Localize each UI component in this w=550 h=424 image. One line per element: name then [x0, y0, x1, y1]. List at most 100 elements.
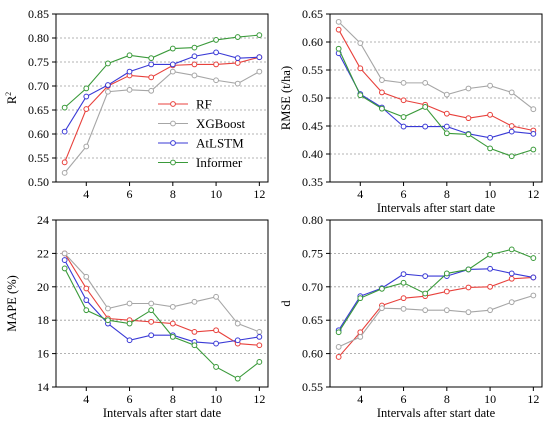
x-tick-label: 8 [444, 187, 450, 201]
x-axis-label: Intervals after start date [103, 406, 222, 420]
y-tick-label: 0.70 [28, 79, 49, 93]
plot-frame [55, 13, 269, 183]
data-point-informer [443, 270, 450, 277]
plot-frame [55, 219, 269, 388]
data-point-xgboost [126, 300, 133, 307]
legend-label-xgboost: XGBoost [196, 116, 246, 131]
data-point-informer [105, 317, 111, 324]
data-point-xgboost [61, 169, 68, 176]
data-point-xgboost [487, 307, 493, 314]
y-tick-label: 0.80 [302, 213, 323, 227]
data-point-informer [213, 364, 219, 370]
y-tick-label: 18 [37, 313, 49, 327]
y-tick-label: 0.50 [28, 175, 49, 189]
data-point-rf [487, 283, 493, 290]
series-line-atlstm [64, 259, 260, 345]
data-point-atlstm [213, 340, 219, 347]
data-point-informer [443, 130, 450, 137]
data-point-informer [357, 295, 364, 302]
y-tick-label: 16 [37, 347, 49, 361]
legend-marker-xgboost [170, 120, 176, 127]
data-point-atlstm [487, 134, 493, 141]
x-tick-label: 6 [127, 392, 133, 406]
data-point-informer [379, 105, 385, 112]
data-point-xgboost [61, 250, 68, 257]
legend-marker-informer [170, 159, 176, 166]
data-point-informer [213, 37, 219, 43]
data-point-rf [508, 123, 515, 129]
data-point-rf [400, 295, 407, 302]
data-point-rf [234, 60, 241, 66]
data-point-xgboost [530, 292, 537, 299]
data-point-xgboost [422, 79, 429, 86]
data-point-rf [335, 354, 342, 360]
data-point-xgboost [148, 300, 155, 307]
data-point-informer [487, 145, 493, 152]
x-tick-label: 4 [83, 392, 89, 406]
y-tick-label: 0.75 [302, 246, 323, 260]
data-point-atlstm [443, 123, 450, 130]
data-point-xgboost [126, 86, 133, 93]
data-point-xgboost [256, 68, 263, 75]
y-tick-label: 0.55 [302, 380, 323, 394]
data-point-xgboost [508, 299, 515, 306]
data-point-rf [213, 61, 219, 68]
legend-label-informer: Informer [196, 155, 243, 170]
data-point-rf [148, 74, 155, 81]
data-point-xgboost [169, 68, 176, 75]
data-point-atlstm [213, 49, 219, 56]
data-point-informer [335, 45, 342, 52]
data-point-atlstm [83, 93, 90, 100]
series-line-rf [64, 253, 260, 346]
data-point-informer [169, 45, 176, 52]
data-point-xgboost [191, 72, 198, 79]
data-point-atlstm [83, 297, 90, 304]
data-point-rf [443, 288, 450, 295]
series-line-informer [338, 248, 534, 333]
data-point-xgboost [487, 82, 493, 89]
y-tick-label: 0.65 [302, 313, 323, 327]
x-tick-label: 8 [170, 187, 176, 201]
data-point-informer [61, 104, 68, 111]
series-line-xgboost [338, 294, 534, 348]
y-tick-label: 0.65 [302, 7, 323, 21]
data-point-informer [256, 359, 263, 365]
data-point-atlstm [148, 332, 155, 339]
x-axis-label: Intervals after start date [377, 201, 496, 215]
series-line-informer [338, 48, 534, 157]
plot-frame [329, 219, 543, 388]
y-tick-label: 0.60 [302, 35, 323, 49]
data-point-xgboost [105, 88, 111, 95]
data-point-informer [335, 329, 342, 336]
panel-3: 14 16 18 20 22 24 4 6 8 10 12 MAPE (%) Intervals aft… [5, 213, 269, 420]
data-point-xgboost [465, 309, 472, 316]
data-point-atlstm [508, 128, 515, 135]
legend-marker-atlstm [170, 140, 176, 146]
data-point-atlstm [530, 274, 537, 281]
y-tick-label: 14 [37, 380, 49, 394]
y-tick-label: 0.60 [28, 127, 49, 141]
y-tick-label: 0.55 [28, 151, 49, 165]
series-line-rf [338, 29, 534, 132]
y-axis-label: d [279, 300, 293, 307]
data-point-rf [465, 284, 472, 291]
legend: RF XGBoost AtLSTM Informer [158, 97, 246, 170]
data-point-atlstm [487, 265, 493, 272]
data-point-atlstm [61, 128, 68, 135]
data-point-informer [234, 34, 241, 40]
data-point-xgboost [465, 85, 472, 92]
data-point-atlstm [422, 273, 429, 280]
data-point-xgboost [234, 80, 241, 87]
data-point-xgboost [379, 305, 385, 312]
series-line-rf [338, 276, 534, 358]
x-tick-label: 6 [401, 392, 407, 406]
y-tick-label: 24 [37, 213, 49, 227]
data-point-atlstm [234, 55, 241, 62]
data-point-informer [105, 60, 111, 67]
data-point-xgboost [105, 305, 111, 312]
data-point-atlstm [126, 337, 133, 344]
data-point-rf [465, 115, 472, 122]
legend-marker-rf [170, 101, 176, 107]
data-point-informer [126, 320, 133, 327]
